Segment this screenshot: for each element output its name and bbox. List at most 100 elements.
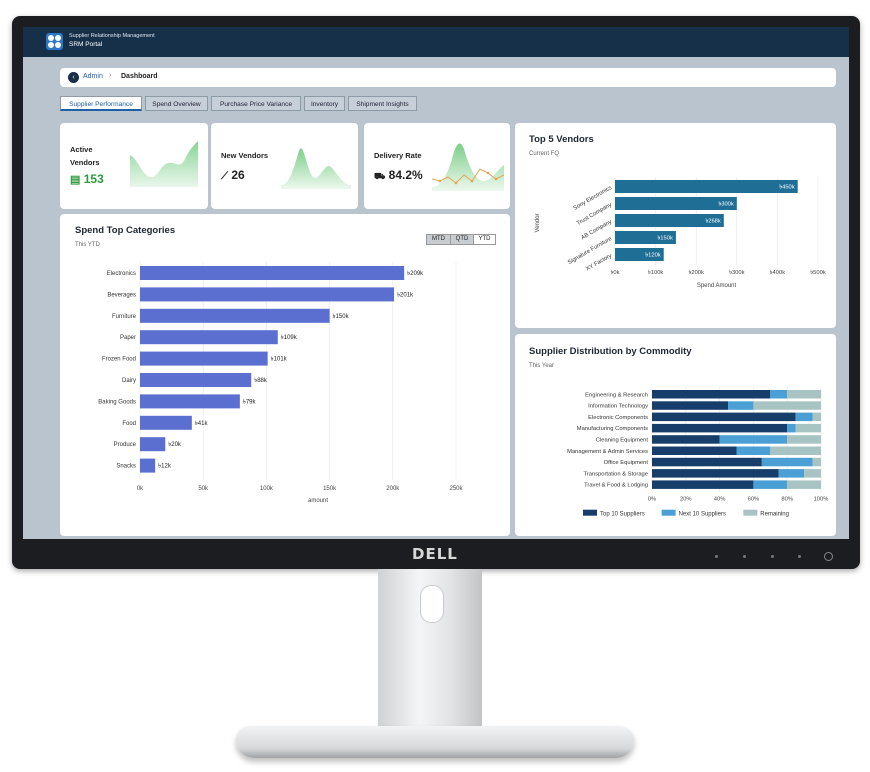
category-label: Produce bbox=[114, 442, 137, 448]
stacked-bar-segment bbox=[753, 401, 821, 410]
bar bbox=[140, 266, 405, 280]
stacked-bar-segment bbox=[652, 435, 720, 444]
tab-shipment-insights[interactable]: Shipment Insights bbox=[348, 96, 417, 111]
top-bar: Supplier Relationship Management SRM Por… bbox=[23, 27, 849, 57]
stacked-bar-segment bbox=[719, 435, 788, 444]
stacked-bar-segment bbox=[652, 390, 771, 399]
commodity-label: Information Technology bbox=[588, 404, 648, 410]
bar bbox=[140, 308, 330, 323]
kpi-active-vendors: Active Vendors ▤ 153 bbox=[60, 123, 208, 209]
tab-purchase-price-variance[interactable]: Purchase Price Variance bbox=[211, 96, 301, 111]
monitor-button[interactable] bbox=[798, 555, 801, 558]
commodity-label: Manufacturing Components bbox=[577, 426, 648, 432]
bar bbox=[140, 351, 268, 366]
trend-chart-icon: ⟋ bbox=[221, 171, 228, 182]
kpi-value: ▤ 153 bbox=[70, 172, 104, 186]
x-tick-label: 40% bbox=[714, 497, 726, 503]
value-label: ৳12k bbox=[158, 463, 172, 470]
value-label: ৳209k bbox=[407, 270, 424, 277]
sparkline bbox=[130, 141, 198, 187]
x-tick-label: 250k bbox=[449, 486, 463, 492]
sparkline bbox=[432, 143, 504, 191]
legend-swatch bbox=[661, 509, 676, 516]
kpi-value: ⛟ 84.2% bbox=[374, 168, 423, 182]
x-tick-label: 20% bbox=[680, 497, 692, 503]
spend-top-categories-card: Spend Top Categories This YTD MTD QTD YT… bbox=[60, 214, 510, 536]
x-tick-label: 60% bbox=[748, 497, 760, 503]
kpi-delivery-rate: Delivery Rate ⛟ 84.2% bbox=[364, 123, 510, 209]
truck-icon: ⛟ bbox=[374, 171, 386, 181]
stacked-bar-segment bbox=[652, 457, 762, 467]
value-label: ৳20k bbox=[168, 441, 182, 448]
monitor: Supplier Relationship Management SRM Por… bbox=[12, 16, 860, 569]
monitor-base bbox=[236, 726, 634, 758]
chevron-right-icon: › bbox=[109, 72, 112, 79]
app-title: SRM Portal bbox=[69, 41, 103, 48]
category-label: Food bbox=[122, 421, 136, 427]
x-tick-label: 100% bbox=[814, 497, 829, 503]
bar bbox=[615, 180, 798, 193]
category-label: Furniture bbox=[112, 314, 137, 320]
bar bbox=[140, 330, 278, 345]
chart-title: Top 5 Vendors bbox=[529, 134, 594, 145]
x-tick-label: 80% bbox=[781, 497, 793, 503]
stacked-bar-segment bbox=[652, 446, 737, 455]
kpi-value: ⟋ 26 bbox=[221, 168, 245, 182]
bar bbox=[140, 287, 395, 302]
sparkline bbox=[281, 148, 351, 189]
category-label: Paper bbox=[120, 335, 136, 341]
stacked-bar-segment bbox=[787, 390, 821, 399]
value-label: ৳150k bbox=[657, 235, 673, 242]
breadcrumb-admin[interactable]: Admin bbox=[83, 73, 103, 80]
stacked-bar-segment bbox=[804, 469, 821, 478]
tab-supplier-performance[interactable]: Supplier Performance bbox=[60, 96, 142, 111]
chart-subtitle: This YTD bbox=[75, 242, 100, 248]
toggle-ytd[interactable]: YTD bbox=[473, 234, 496, 245]
stacked-bar-segment bbox=[652, 469, 779, 478]
stacked-bar-segment bbox=[778, 469, 805, 478]
x-tick-label: ৳200k bbox=[688, 269, 704, 276]
legend-label: Top 10 Suppliers bbox=[600, 512, 645, 518]
x-tick-label: 100k bbox=[260, 486, 274, 492]
value-label: ৳268k bbox=[705, 218, 721, 225]
legend-swatch bbox=[583, 509, 597, 516]
x-tick-label: 50k bbox=[198, 486, 209, 492]
x-tick-label: ৳100k bbox=[648, 269, 664, 276]
x-tick-label: 0k bbox=[137, 486, 144, 492]
chart-title: Spend Top Categories bbox=[75, 225, 176, 236]
stacked-bar-segment bbox=[787, 435, 821, 444]
value-label: ৳300k bbox=[718, 201, 734, 208]
value-label: ৳79k bbox=[243, 398, 257, 405]
kpi-title: Delivery Rate bbox=[374, 151, 422, 160]
tab-inventory[interactable]: Inventory bbox=[304, 96, 345, 111]
cable-hole bbox=[420, 585, 444, 623]
value-label: ৳201k bbox=[397, 291, 414, 298]
monitor-button[interactable] bbox=[715, 555, 718, 558]
legend-label: Remaining bbox=[760, 512, 789, 518]
category-label: Dairy bbox=[122, 378, 136, 384]
bar bbox=[615, 197, 737, 210]
power-icon[interactable] bbox=[824, 552, 833, 561]
screen: Supplier Relationship Management SRM Por… bbox=[23, 27, 849, 539]
supplier-distribution-card: Supplier Distribution by Commodity This … bbox=[515, 334, 836, 536]
stacked-bar-segment bbox=[652, 401, 729, 410]
stacked-bar-segment bbox=[770, 390, 788, 399]
category-label: Beverages bbox=[107, 292, 136, 298]
bar bbox=[140, 437, 166, 452]
spend-categories-chart: 0k 50k 100k 150k 200k 250k Electronics ৳209k Bev… bbox=[98, 262, 464, 504]
monitor-button[interactable] bbox=[771, 555, 774, 558]
x-tick-label: ৳0k bbox=[610, 269, 619, 276]
commodity-label: Transportation & Storage bbox=[583, 471, 648, 477]
tab-spend-overview[interactable]: Spend Overview bbox=[145, 96, 208, 111]
category-label: Snacks bbox=[116, 464, 136, 470]
back-arrow-icon[interactable]: ‹ bbox=[68, 72, 79, 83]
x-axis-label: amount bbox=[308, 498, 328, 504]
category-label: Frozen Food bbox=[102, 357, 136, 363]
bar bbox=[140, 373, 252, 387]
y-axis-label: Vendor bbox=[535, 213, 541, 232]
bar bbox=[615, 248, 664, 261]
monitor-button[interactable] bbox=[743, 555, 746, 558]
stacked-bar-segment bbox=[753, 480, 788, 489]
kpi-title: Active Vendors bbox=[70, 145, 100, 167]
bar bbox=[615, 214, 724, 227]
